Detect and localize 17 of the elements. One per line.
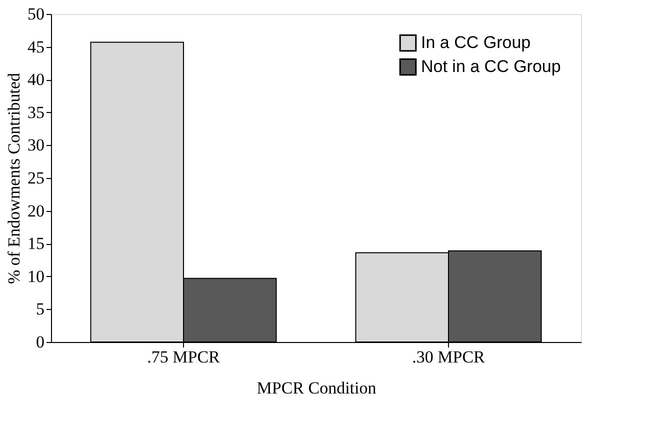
y-tick-label: 30 — [28, 136, 44, 155]
y-tick-label: 45 — [28, 37, 44, 56]
y-tick-label: 20 — [28, 201, 44, 220]
y-tick-label: 10 — [28, 266, 44, 286]
y-tick-label: 15 — [28, 234, 44, 254]
y-tick-label: 35 — [28, 102, 44, 122]
y-axis-title: % of Endowments Contributed — [4, 72, 24, 284]
y-tick-label: 40 — [28, 70, 44, 90]
x-tick-label: .30 MPCR — [412, 348, 486, 366]
x-axis-title: MPCR Condition — [256, 378, 377, 398]
legend-label: Not in a CC Group — [421, 57, 561, 76]
x-tick-label: .75 MPCR — [147, 348, 221, 366]
y-tick-label: 25 — [28, 168, 44, 188]
y-tick-label: 5 — [36, 300, 44, 319]
y-tick-label: 0 — [36, 332, 44, 352]
legend-label: In a CC Group — [421, 33, 531, 52]
y-tick-label: 50 — [28, 4, 44, 24]
